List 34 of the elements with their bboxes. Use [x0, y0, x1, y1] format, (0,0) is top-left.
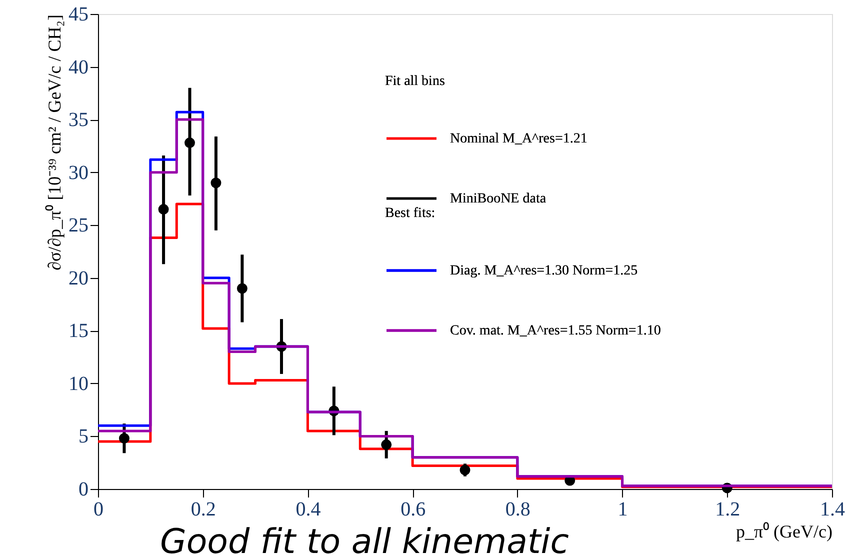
- point: [210, 178, 222, 188]
- point: [118, 433, 130, 444]
- legend-label: Diag. M_A^res=1.30 Norm=1.25: [450, 264, 638, 278]
- point: [158, 204, 169, 215]
- y-tick-label: 25: [68, 214, 88, 237]
- y-axis-title: ∂σ/∂p_π⁰ [10⁻³⁹ cm² / GeV/c / CH₂]: [44, 14, 64, 270]
- point: [184, 138, 195, 148]
- annotation: Best fits:: [385, 206, 436, 221]
- x-tick-label: 1: [618, 498, 628, 520]
- y-tick-label: 30: [68, 162, 88, 184]
- x-tick-label: 0.4: [296, 498, 321, 520]
- legend-label: Cov. mat. M_A^res=1.55 Norm=1.10: [450, 324, 661, 338]
- point: [236, 283, 248, 294]
- x-axis-title: p_π⁰ (GeV/c): [736, 522, 832, 542]
- y-tick-label: 5: [78, 426, 88, 448]
- y-tick-label: 20: [68, 267, 88, 290]
- x-tick-label: 0.8: [505, 498, 530, 520]
- y-tick-label: 0: [78, 478, 88, 500]
- y-tick-label: 40: [68, 56, 88, 78]
- y-tick-label: 15: [68, 320, 88, 342]
- text: Good fit to all kinematic: [160, 522, 570, 555]
- legend-label: Nominal M_A^res=1.21: [450, 132, 588, 146]
- point: [460, 464, 470, 476]
- y-tick-label: 35: [68, 109, 88, 132]
- x-tick-label: 0: [94, 498, 104, 520]
- y-tick-label: 10: [68, 372, 88, 395]
- x-tick-label: 0.6: [400, 498, 426, 520]
- legend-label: MiniBooNE data: [450, 192, 547, 206]
- x-tick-label: 1.4: [820, 498, 845, 520]
- y-tick-label: 45: [68, 4, 88, 26]
- legend-title: Fit all bins: [385, 74, 445, 89]
- x-tick-label: 1.2: [715, 498, 740, 520]
- point: [381, 439, 392, 450]
- x-tick-label: 0.2: [190, 498, 216, 520]
